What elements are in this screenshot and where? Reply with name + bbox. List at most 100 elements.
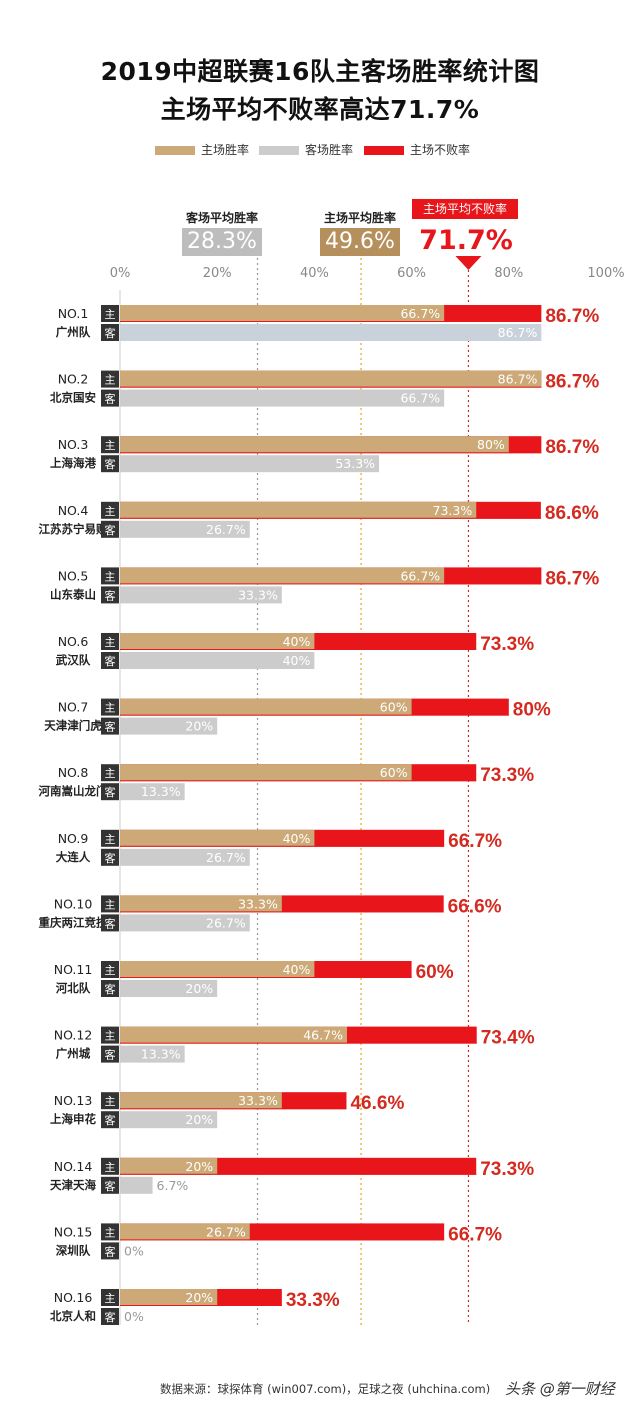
home-tag-box — [101, 764, 119, 782]
away-win-label: 13.3% — [141, 1047, 181, 1062]
home-tag-box — [101, 1157, 119, 1175]
team-rank: NO.7 — [58, 700, 89, 715]
x-tick-label: 20% — [203, 266, 232, 281]
home-unbeaten-label: 73.3% — [480, 1159, 534, 1180]
away-tag-box — [101, 1045, 119, 1063]
away-tag: 客 — [105, 916, 116, 930]
team-rank: NO.10 — [54, 896, 93, 911]
home-tag-box — [101, 370, 119, 388]
home-tag: 主 — [105, 1292, 116, 1305]
team-rank: NO.6 — [58, 634, 89, 649]
avg-home-win-value: 49.6% — [320, 228, 400, 256]
home-win-bar — [120, 1092, 282, 1110]
team-name: 河北队 — [56, 981, 91, 995]
home-win-bar — [120, 633, 315, 650]
home-tag: 主 — [105, 570, 116, 583]
home-unbeaten-label: 80% — [513, 700, 551, 721]
away-win-bar — [120, 980, 218, 997]
legend-swatch-home-unbeaten — [364, 146, 404, 155]
home-win-bar — [120, 961, 315, 978]
away-tag: 客 — [105, 654, 116, 668]
home-tag-box — [101, 501, 119, 519]
team-rank: NO.8 — [58, 765, 89, 780]
away-tag-box — [101, 717, 119, 735]
away-win-bar — [120, 1045, 185, 1063]
away-tag-box — [101, 1308, 119, 1325]
home-tag-box — [101, 567, 119, 585]
away-tag-box — [101, 586, 119, 604]
team-name: 广州城 — [56, 1047, 91, 1061]
x-tick-label: 40% — [300, 266, 329, 281]
team-rank: NO.15 — [54, 1224, 93, 1239]
home-unbeaten-label: 46.6% — [350, 1093, 404, 1114]
away-tag: 客 — [105, 523, 116, 537]
away-win-label: 26.7% — [206, 522, 246, 537]
away-tag: 客 — [105, 851, 116, 865]
home-win-label: 40% — [283, 831, 311, 846]
team-rank: NO.12 — [54, 1028, 93, 1043]
away-tag: 客 — [105, 1244, 116, 1258]
home-win-bar — [120, 567, 445, 585]
away-win-label: 6.7% — [157, 1178, 189, 1193]
home-win-label: 20% — [185, 1290, 213, 1305]
team-name: 天津天海 — [50, 1178, 96, 1192]
away-win-label: 0% — [124, 1243, 144, 1258]
home-win-label: 60% — [380, 765, 408, 780]
away-tag: 客 — [105, 785, 116, 799]
home-win-label: 20% — [185, 1159, 213, 1174]
team-rank: NO.5 — [58, 568, 89, 583]
home-win-label: 46.7% — [303, 1028, 343, 1043]
home-win-bar — [120, 1157, 218, 1175]
home-win-label: 40% — [283, 634, 311, 649]
away-win-label: 13.3% — [141, 784, 181, 799]
avg-home-unbeaten-label: 主场平均不败率 — [412, 199, 518, 219]
home-tag-box — [101, 633, 119, 650]
home-win-label: 60% — [380, 700, 408, 715]
away-win-label: 26.7% — [206, 850, 246, 865]
team-name: 上海申花 — [50, 1112, 96, 1126]
away-win-bar — [120, 914, 250, 932]
home-win-label: 33.3% — [238, 1093, 278, 1108]
away-tag: 客 — [105, 720, 116, 734]
home-unbeaten-label: 73.4% — [481, 1028, 535, 1049]
home-tag: 主 — [105, 505, 116, 518]
team-rank: NO.13 — [54, 1093, 93, 1108]
away-win-bar — [120, 455, 380, 473]
home-tag-box — [101, 1092, 119, 1110]
home-win-bar — [120, 829, 315, 847]
home-win-label: 33.3% — [238, 896, 278, 911]
home-unbeaten-label: 73.3% — [480, 765, 534, 786]
away-tag-box — [101, 1176, 119, 1194]
away-tag-box — [101, 980, 119, 997]
home-tag: 主 — [105, 702, 116, 715]
away-tag-box — [101, 520, 119, 538]
legend-label-home-win: 主场胜率 — [201, 143, 250, 157]
team-name: 广州队 — [56, 325, 91, 339]
home-unbeaten-label: 86.7% — [545, 568, 599, 589]
home-tag-box — [101, 829, 119, 847]
away-tag: 客 — [105, 1113, 116, 1127]
home-tag-box — [101, 305, 119, 322]
home-tag-box — [101, 1026, 119, 1044]
home-win-label: 80% — [477, 437, 505, 452]
legend-label-away-win: 客场胜率 — [305, 143, 354, 157]
home-unbeaten-label: 86.7% — [545, 372, 599, 393]
team-name: 上海海港 — [50, 456, 96, 470]
team-rank: NO.16 — [54, 1290, 93, 1305]
home-tag-box — [101, 961, 119, 978]
home-tag: 主 — [105, 833, 116, 846]
away-win-bar — [120, 783, 185, 801]
away-win-bar — [120, 586, 282, 604]
away-tag-box — [101, 324, 119, 341]
home-tag: 主 — [105, 964, 116, 977]
away-win-label: 26.7% — [206, 915, 246, 930]
away-tag: 客 — [105, 588, 116, 602]
away-tag: 客 — [105, 1179, 116, 1193]
away-win-bar — [120, 717, 218, 735]
away-win-bar — [120, 324, 542, 341]
home-unbeaten-label: 86.7% — [545, 437, 599, 458]
avg-home-unbeaten-value: 71.7% — [419, 225, 513, 256]
home-tag: 主 — [105, 1030, 116, 1043]
home-unbeaten-label: 66.7% — [448, 831, 502, 852]
home-tag: 主 — [105, 308, 116, 321]
